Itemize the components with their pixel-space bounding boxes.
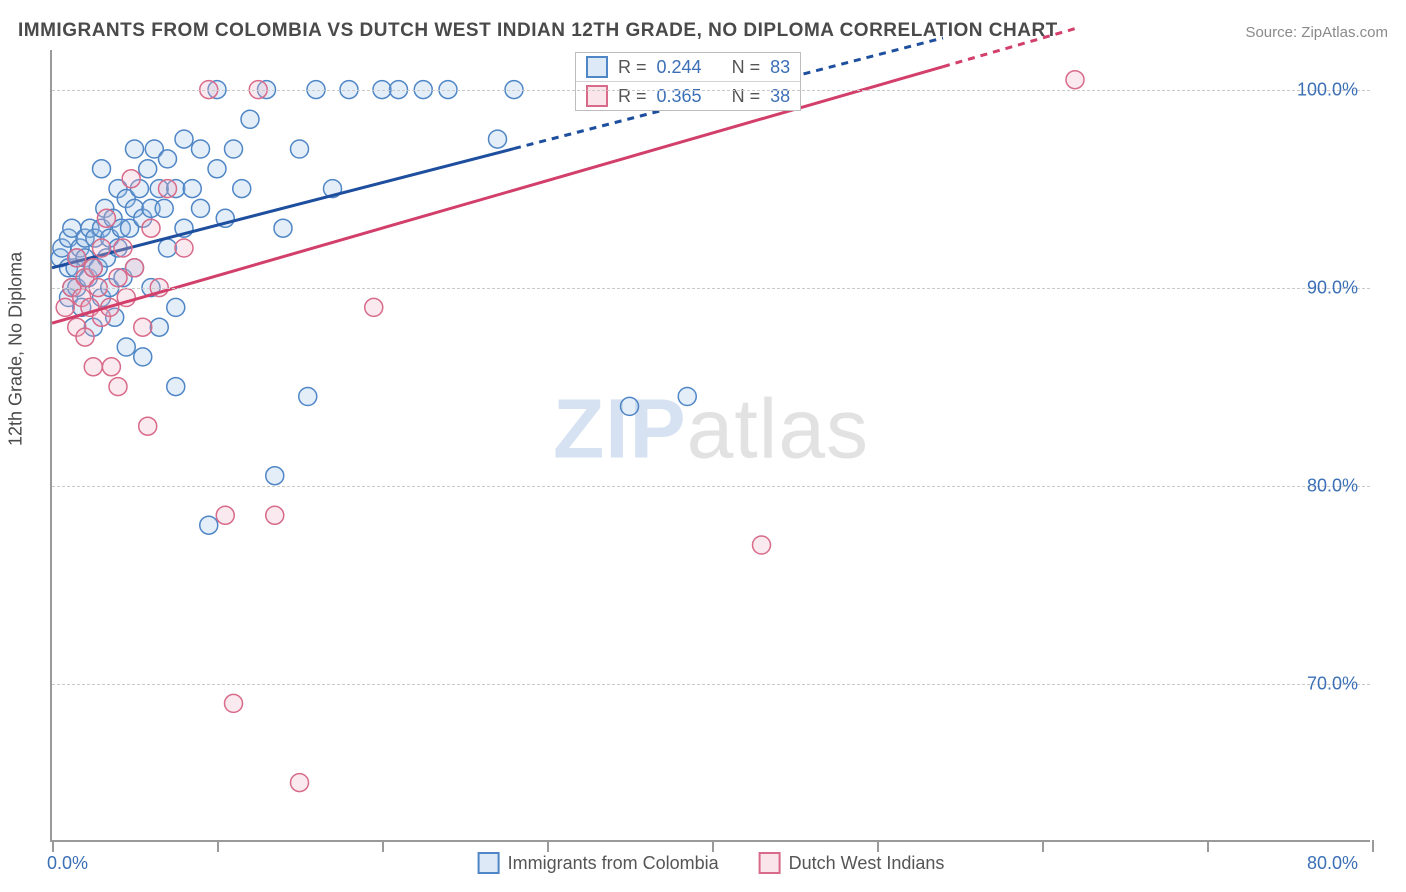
data-point: [299, 388, 317, 406]
data-point: [192, 199, 210, 217]
data-point: [84, 259, 102, 277]
data-point: [678, 388, 696, 406]
stat-n-label: N =: [732, 57, 761, 78]
legend-label: Immigrants from Colombia: [508, 853, 719, 874]
stat-n-value: 83: [770, 57, 790, 78]
data-point: [192, 140, 210, 158]
data-point: [102, 358, 120, 376]
data-point: [126, 140, 144, 158]
data-point: [266, 506, 284, 524]
data-point: [365, 298, 383, 316]
y-tick-label: 90.0%: [1307, 277, 1358, 298]
data-point: [109, 378, 127, 396]
chart-title: IMMIGRANTS FROM COLOMBIA VS DUTCH WEST I…: [18, 20, 1058, 42]
data-point: [183, 180, 201, 198]
legend-swatch: [759, 852, 781, 874]
source-label: Source: ZipAtlas.com: [1245, 24, 1388, 41]
data-point: [84, 358, 102, 376]
plot-area: ZIPatlas R =0.244N =83R =0.365N =38 Immi…: [50, 50, 1370, 842]
gridline: [52, 90, 1370, 91]
y-tick-label: 100.0%: [1297, 79, 1358, 100]
x-axis-label-min: 0.0%: [47, 853, 88, 874]
bottom-legend: Immigrants from Colombia Dutch West India…: [478, 852, 945, 874]
data-point: [126, 259, 144, 277]
x-axis-label-max: 80.0%: [1307, 853, 1358, 874]
data-point: [150, 318, 168, 336]
legend-label: Dutch West Indians: [789, 853, 945, 874]
data-point: [109, 269, 127, 287]
data-point: [1066, 71, 1084, 89]
data-point: [167, 378, 185, 396]
data-point: [122, 170, 140, 188]
data-point: [208, 160, 226, 178]
series-swatch: [586, 85, 608, 107]
x-tick: [1207, 840, 1209, 852]
data-point: [233, 180, 251, 198]
x-tick: [382, 840, 384, 852]
stats-row: R =0.365N =38: [576, 82, 800, 110]
data-point: [753, 536, 771, 554]
stat-r-label: R =: [618, 57, 647, 78]
x-tick: [52, 840, 54, 852]
data-point: [159, 180, 177, 198]
data-point: [134, 348, 152, 366]
x-tick: [547, 840, 549, 852]
stats-legend-box: R = 0.244 N = 83 R =0.365N =38: [575, 52, 801, 111]
data-point: [155, 199, 173, 217]
data-point: [159, 239, 177, 257]
series-swatch: [586, 56, 608, 78]
legend-item: Immigrants from Colombia: [478, 852, 719, 874]
data-point: [225, 140, 243, 158]
y-tick-label: 80.0%: [1307, 475, 1358, 496]
data-point: [97, 209, 115, 227]
y-axis-title: 12th Grade, No Diploma: [6, 252, 27, 446]
data-point: [216, 506, 234, 524]
data-point: [114, 239, 132, 257]
data-point: [291, 774, 309, 792]
data-point: [175, 130, 193, 148]
x-tick: [712, 840, 714, 852]
data-point: [200, 516, 218, 534]
data-point: [117, 338, 135, 356]
data-point: [225, 694, 243, 712]
gridline: [52, 288, 1370, 289]
data-point: [266, 467, 284, 485]
x-tick: [217, 840, 219, 852]
data-point: [489, 130, 507, 148]
data-point: [621, 397, 639, 415]
gridline: [52, 684, 1370, 685]
data-point: [139, 417, 157, 435]
data-point: [139, 160, 157, 178]
data-point: [93, 239, 111, 257]
data-point: [134, 318, 152, 336]
data-point: [76, 328, 94, 346]
data-point: [93, 160, 111, 178]
x-tick: [1042, 840, 1044, 852]
legend-swatch: [478, 852, 500, 874]
data-point: [241, 110, 259, 128]
y-tick-label: 70.0%: [1307, 673, 1358, 694]
data-point: [159, 150, 177, 168]
stat-r-value: 0.244: [657, 57, 702, 78]
data-point: [167, 298, 185, 316]
legend-item: Dutch West Indians: [759, 852, 945, 874]
x-tick: [1372, 840, 1374, 852]
stats-row: R = 0.244 N = 83: [576, 53, 800, 82]
data-point: [68, 249, 86, 267]
data-point: [291, 140, 309, 158]
gridline: [52, 486, 1370, 487]
plot-svg: [52, 50, 1370, 840]
data-point: [274, 219, 292, 237]
data-point: [56, 298, 74, 316]
data-point: [175, 239, 193, 257]
x-tick: [877, 840, 879, 852]
data-point: [142, 219, 160, 237]
